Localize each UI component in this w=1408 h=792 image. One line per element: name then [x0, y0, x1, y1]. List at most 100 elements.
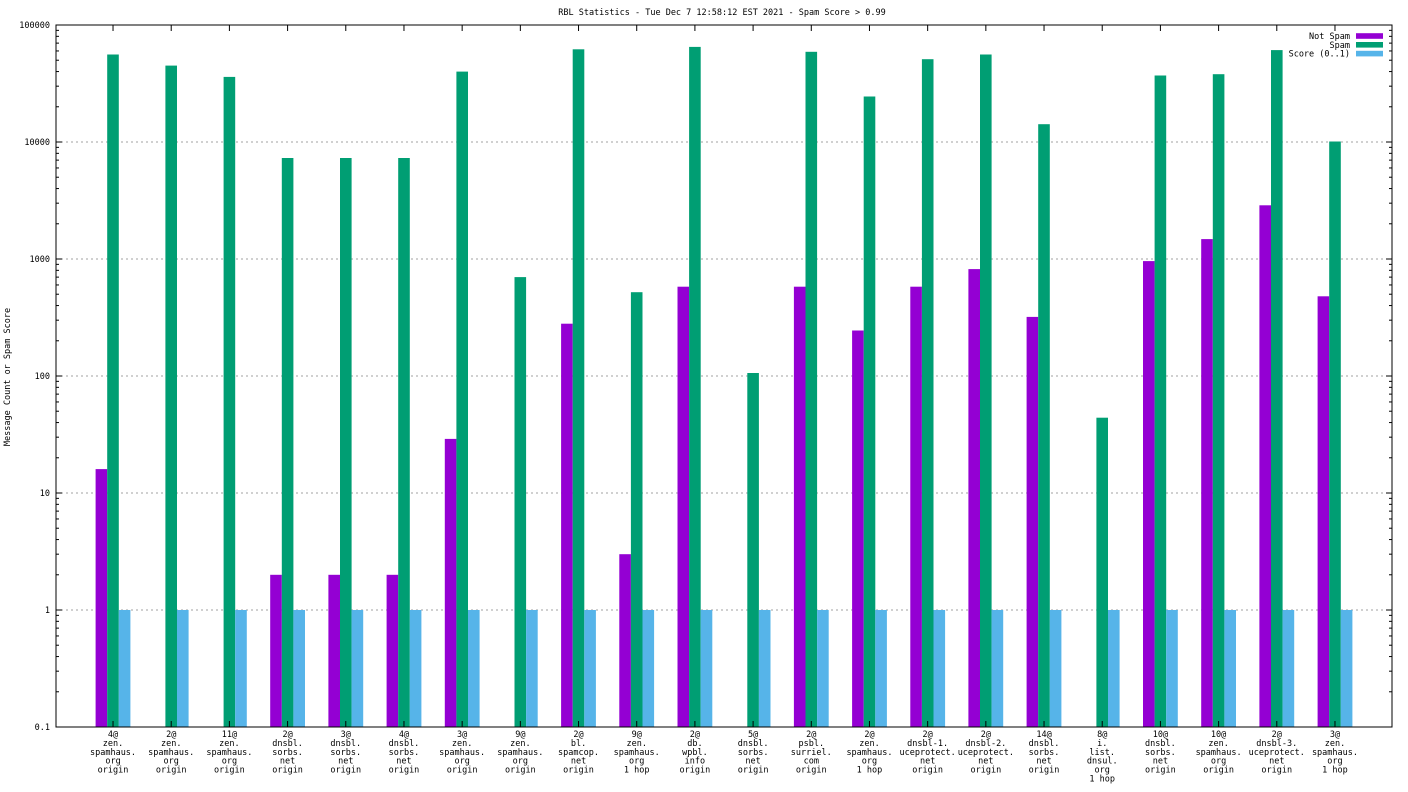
x-tick-label-line: 11@ — [222, 730, 237, 740]
x-tick-label-line: spamhaus. — [1312, 748, 1358, 758]
bar-not-spam — [1143, 261, 1155, 727]
grid-lines — [56, 141, 1392, 611]
bar-score-0-1 — [991, 610, 1004, 727]
x-tick-label-line: sorbs. — [738, 748, 769, 758]
x-tick-label-line: origin — [214, 766, 245, 776]
x-tick-label: 3@ dnsbl. sorbs. net origin — [330, 730, 361, 776]
x-tick-label-line: origin — [1261, 766, 1292, 776]
x-tick-label-line: zen. — [1325, 739, 1345, 749]
bar-not-spam — [852, 330, 864, 727]
bar-score-0-1 — [642, 610, 655, 727]
x-tick-label-line: org — [1327, 757, 1342, 767]
bar-score-0-1 — [293, 610, 305, 727]
x-tick-label-line: org — [105, 757, 120, 767]
x-tick-label-line: 3@ — [457, 730, 467, 740]
bar-spam — [107, 54, 119, 727]
bar-score-0-1 — [177, 610, 189, 727]
bar-not-spam — [793, 286, 806, 727]
x-tick-label-line: origin — [796, 766, 827, 776]
x-tick-label-line: sorbs. — [1145, 748, 1176, 758]
x-tick-label-line: dnsbl-1. — [907, 739, 948, 749]
x-tick-label-line: 2@ — [806, 730, 816, 740]
bar-score-0-1 — [933, 610, 946, 727]
x-tick-label-line: zen. — [161, 739, 181, 749]
x-tick-label-line: dnsbl-2. — [965, 739, 1006, 749]
x-tick-label-line: zen. — [510, 739, 530, 749]
x-tick-label-line: 2@ — [981, 730, 991, 740]
x-tick-label-line: origin — [1203, 766, 1234, 776]
bar-spam — [921, 59, 934, 727]
x-tick-label-line: origin — [1029, 766, 1060, 776]
y-tick-label: 0.1 — [35, 723, 50, 733]
x-tick-label-line: org — [1211, 757, 1226, 767]
x-tick-label-line: origin — [330, 766, 361, 776]
bar-not-spam — [910, 286, 922, 727]
bar-not-spam — [270, 574, 282, 727]
legend-label: Not Spam — [1309, 32, 1350, 42]
bar-not-spam — [444, 438, 457, 727]
bar-spam — [980, 54, 992, 727]
x-tick-label-line: zen. — [103, 739, 123, 749]
x-tick-label-line: 5@ — [748, 730, 758, 740]
x-tick-label-line: info — [685, 757, 705, 767]
x-tick-label-line: spamhaus. — [439, 748, 485, 758]
bar-score-0-1 — [409, 610, 422, 727]
x-tick-label-line: net — [396, 757, 411, 767]
x-tick-label: 2@ zen. spamhaus. org 1 hop — [846, 730, 892, 776]
bar-score-0-1 — [1108, 610, 1120, 727]
x-tick-label-line: dnsul. — [1087, 757, 1118, 767]
bar-spam — [514, 277, 527, 727]
x-tick-label-line: org — [513, 757, 528, 767]
bar-score-0-1 — [1224, 610, 1236, 727]
x-tick-label-line: i. — [1097, 739, 1107, 749]
legend-label: Score (0..1) — [1289, 50, 1350, 60]
x-tick-label-line: sorbs. — [1029, 748, 1060, 758]
x-tick-label: 4@ dnsbl. sorbs. net origin — [389, 730, 420, 776]
bar-spam — [1038, 124, 1050, 727]
y-tick-label: 1000 — [30, 255, 50, 265]
x-tick-label-line: origin — [389, 766, 420, 776]
bar-spam — [281, 158, 294, 727]
x-tick-label: 10@ dnsbl. sorbs. net origin — [1145, 730, 1176, 776]
bar-spam — [572, 49, 585, 728]
bar-spam — [805, 51, 818, 728]
x-tick-label-line: 1 hop — [624, 766, 650, 776]
x-tick-label: 11@ zen. spamhaus. org origin — [206, 730, 252, 776]
bar-not-spam — [1259, 205, 1271, 728]
x-tick-label-line: origin — [447, 766, 478, 776]
y-axis-ticks: 0.1 1 10 100 1000 10000 100000 — [19, 21, 1392, 733]
x-tick-label: 3@ zen. spamhaus. org 1 hop — [1312, 730, 1358, 776]
x-tick-label-line: 2@ — [282, 730, 292, 740]
x-tick-label: 2@ dnsbl. sorbs. net origin — [272, 730, 303, 776]
bar-not-spam — [386, 574, 399, 727]
x-tick-label-line: zen. — [859, 739, 879, 749]
bar-spam — [165, 65, 177, 728]
x-tick-label-line: 2@ — [573, 730, 583, 740]
bar-score-0-1 — [468, 610, 480, 727]
bar-spam — [223, 76, 236, 727]
x-tick-label-line: spamhaus. — [90, 748, 136, 758]
bar-score-0-1 — [1166, 610, 1178, 727]
bar-spam — [1212, 74, 1225, 727]
x-tick-label-line: spamhaus. — [846, 748, 892, 758]
x-tick-label: 2@ zen. spamhaus. org origin — [148, 730, 194, 776]
x-tick-label-line: surriel. — [791, 748, 832, 758]
x-tick-label: 3@ zen. spamhaus. org origin — [439, 730, 485, 776]
x-tick-label-line: spamhaus. — [497, 748, 543, 758]
x-tick-label-line: 9@ — [632, 730, 642, 740]
x-tick-label-line: 2@ — [1272, 730, 1282, 740]
legend-swatch — [1356, 42, 1383, 48]
x-tick-label-line: zen. — [626, 739, 646, 749]
bar-spam — [630, 292, 643, 727]
bar-score-0-1 — [526, 610, 538, 727]
x-tick-label-line: org — [629, 757, 644, 767]
x-tick-label-line: 2@ — [690, 730, 700, 740]
bar-score-0-1 — [235, 610, 247, 727]
bar-score-0-1 — [875, 610, 887, 727]
x-tick-label: 2@ dnsbl-3. uceprotect. net origin — [1249, 730, 1305, 776]
bar-spam — [1154, 75, 1167, 727]
x-tick-label-line: net — [1153, 757, 1168, 767]
bar-spam — [747, 373, 759, 727]
